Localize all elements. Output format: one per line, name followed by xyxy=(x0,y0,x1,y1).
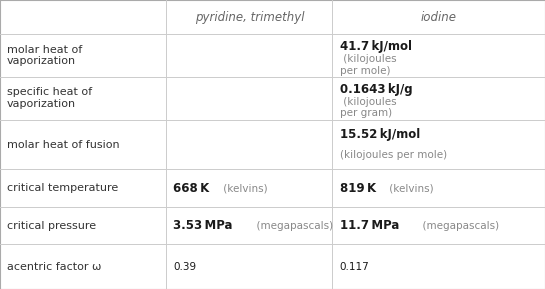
Text: (kilojoules
per gram): (kilojoules per gram) xyxy=(340,97,396,118)
Text: 0.1643 kJ/g: 0.1643 kJ/g xyxy=(340,83,412,96)
Text: 668 K: 668 K xyxy=(173,182,210,194)
Text: (megapascals): (megapascals) xyxy=(250,221,333,231)
Text: 0.39: 0.39 xyxy=(173,262,196,272)
Text: 3.53 MPa: 3.53 MPa xyxy=(173,219,233,232)
Text: (kilojoules
per mole): (kilojoules per mole) xyxy=(340,54,396,76)
Text: (kelvins): (kelvins) xyxy=(386,183,434,193)
Text: (megapascals): (megapascals) xyxy=(416,221,499,231)
Text: 819 K: 819 K xyxy=(340,182,376,194)
Text: 11.7 MPa: 11.7 MPa xyxy=(340,219,399,232)
Text: acentric factor ω: acentric factor ω xyxy=(7,262,101,272)
Text: specific heat of
vaporization: specific heat of vaporization xyxy=(7,88,92,109)
Text: iodine: iodine xyxy=(421,11,457,23)
Text: 41.7 kJ/mol: 41.7 kJ/mol xyxy=(340,40,411,53)
Text: critical pressure: critical pressure xyxy=(7,221,96,231)
Text: (kilojoules per mole): (kilojoules per mole) xyxy=(340,151,447,160)
Text: molar heat of
vaporization: molar heat of vaporization xyxy=(7,45,82,66)
Text: (kelvins): (kelvins) xyxy=(220,183,268,193)
Text: pyridine, trimethyl: pyridine, trimethyl xyxy=(195,11,304,23)
Text: 0.117: 0.117 xyxy=(340,262,370,272)
Text: 15.52 kJ/mol: 15.52 kJ/mol xyxy=(340,128,420,141)
Text: molar heat of fusion: molar heat of fusion xyxy=(7,140,120,149)
Text: critical temperature: critical temperature xyxy=(7,183,118,193)
